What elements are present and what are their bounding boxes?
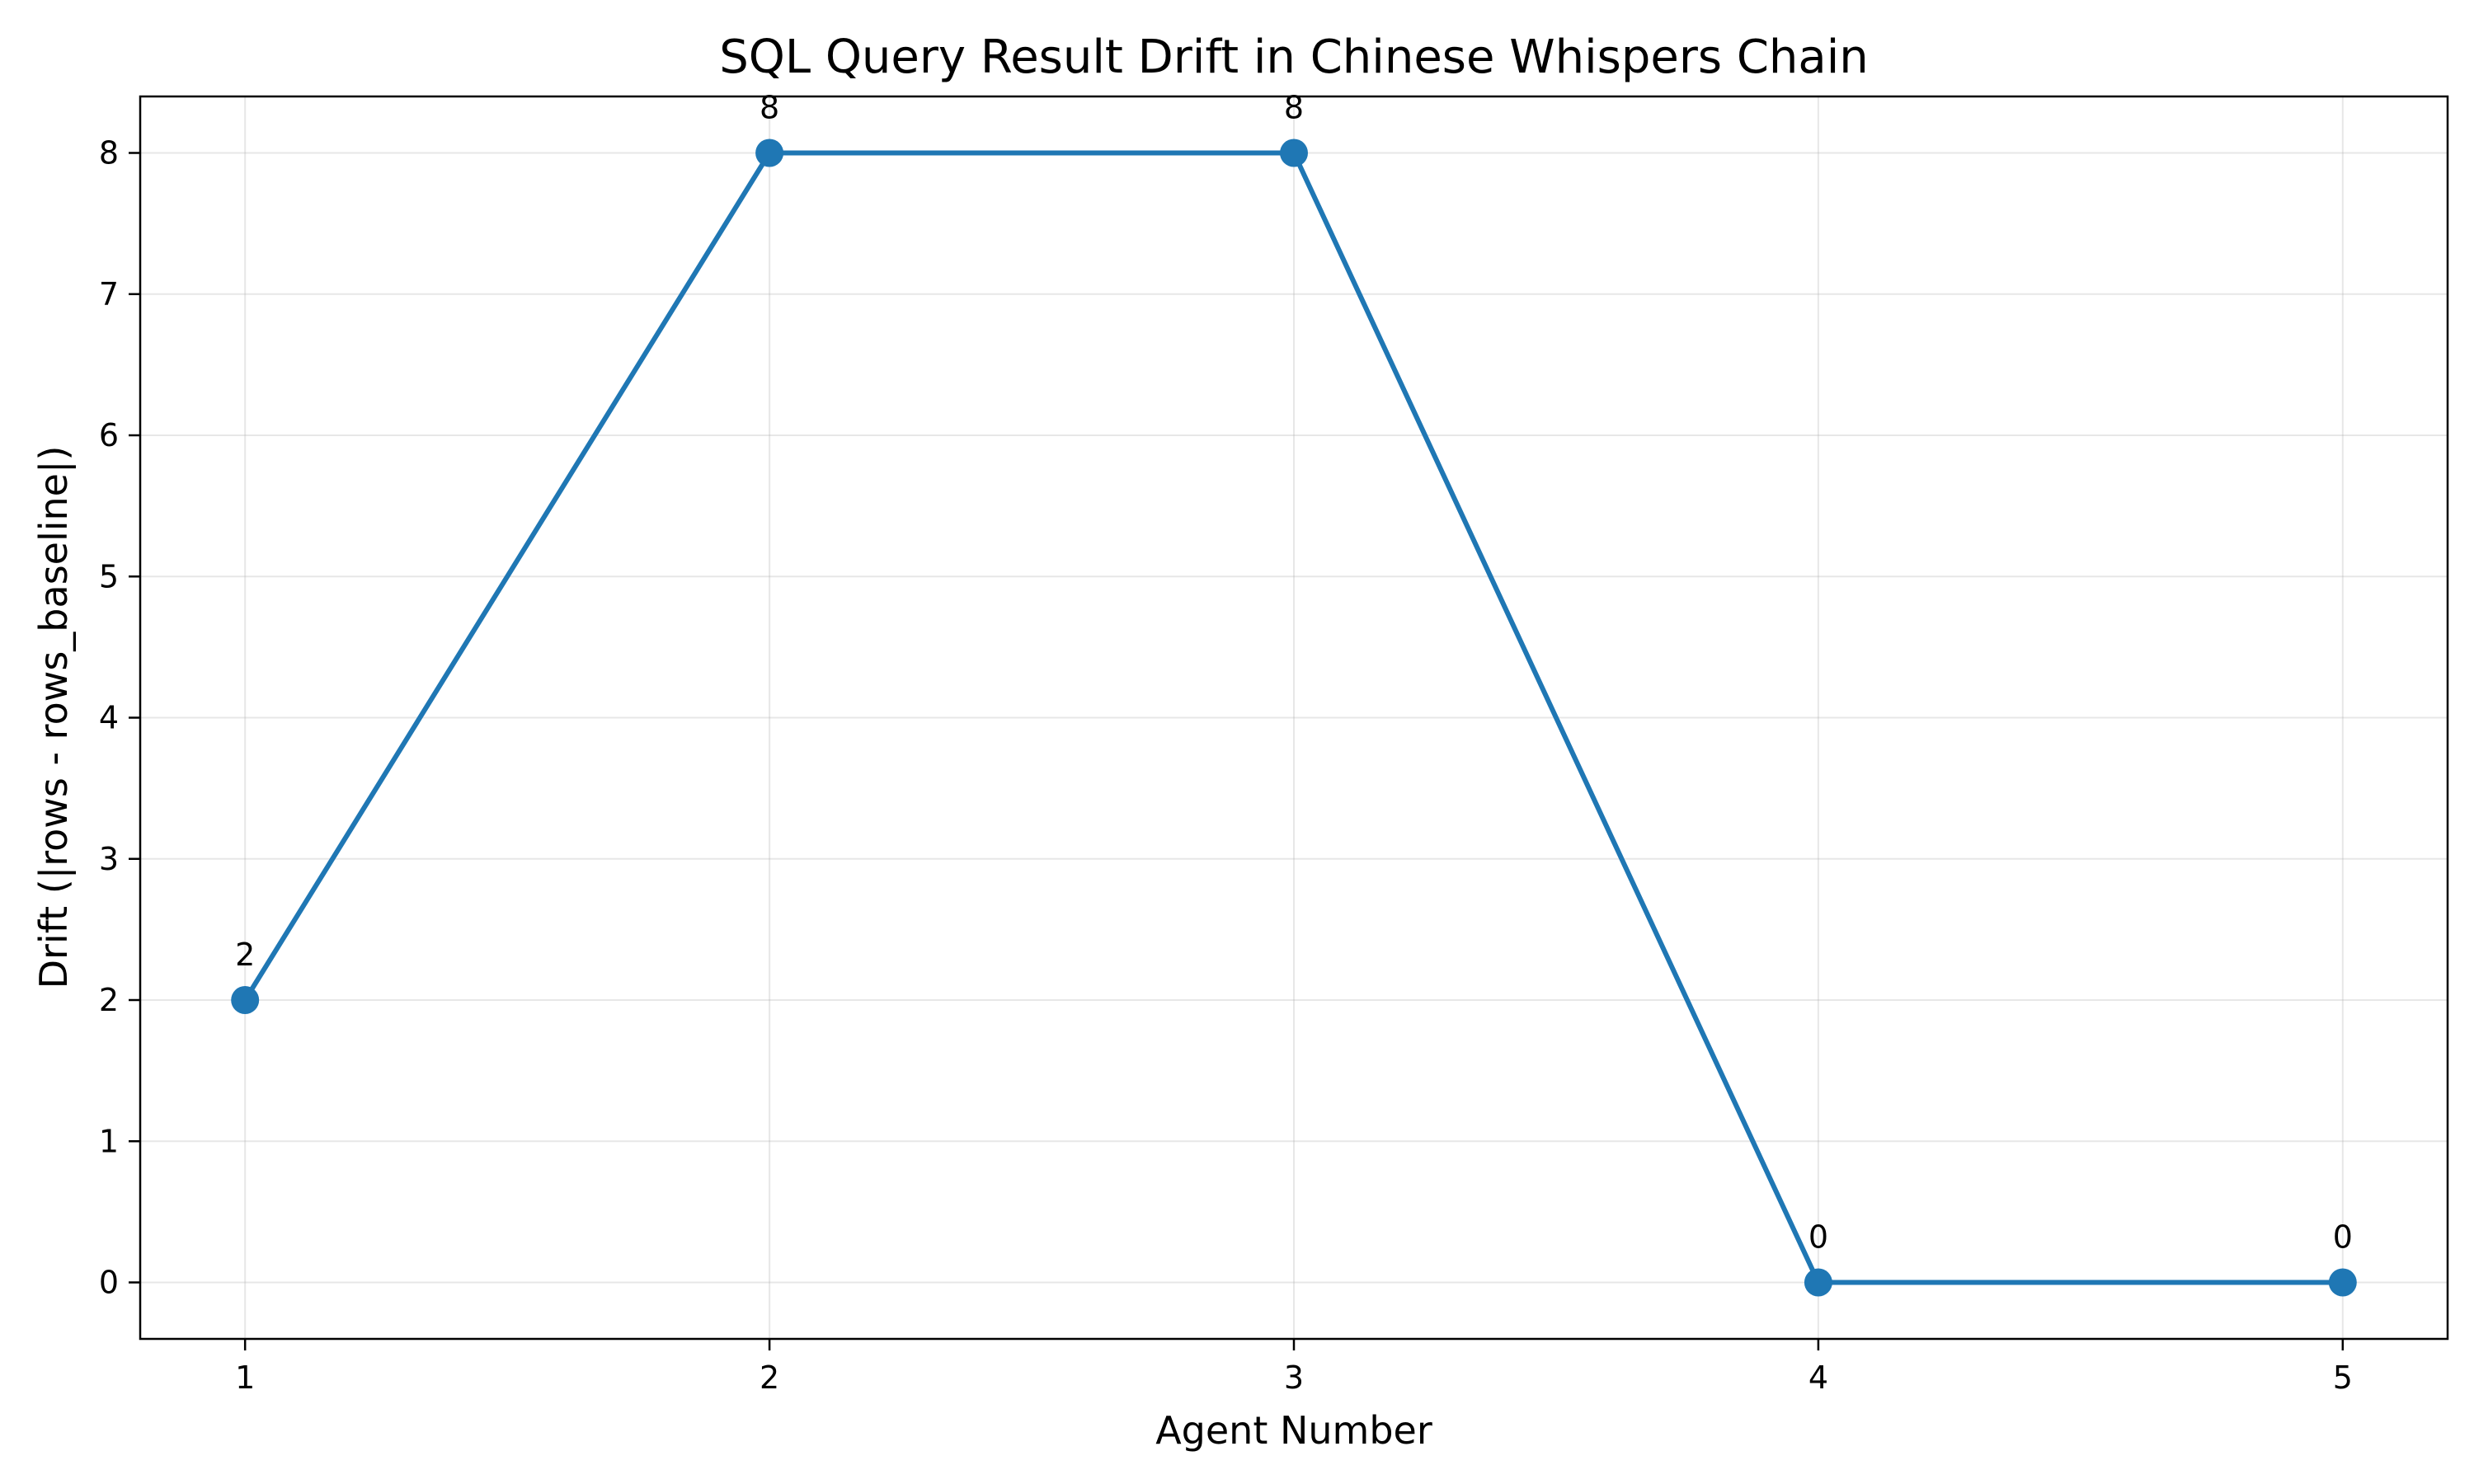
data-point <box>755 139 784 167</box>
y-tick-label: 5 <box>99 558 119 594</box>
grid-layer <box>140 96 2448 1339</box>
y-tick-label: 2 <box>99 982 119 1018</box>
x-tick-label: 4 <box>1808 1360 1828 1396</box>
data-label: 0 <box>2333 1219 2353 1256</box>
x-axis-label: Agent Number <box>1155 1408 1432 1453</box>
data-point <box>1804 1268 1832 1297</box>
y-tick-label: 6 <box>99 417 119 453</box>
data-label: 8 <box>1284 90 1304 126</box>
tick-layer: 1 2 3 4 5 0 1 2 3 4 5 6 7 8 <box>99 135 2353 1397</box>
y-tick-label: 7 <box>99 276 119 312</box>
data-label: 0 <box>1808 1219 1828 1256</box>
series-layer: 2 8 8 0 0 <box>231 90 2357 1297</box>
x-tick-label: 3 <box>1284 1360 1304 1396</box>
data-label: 8 <box>760 90 779 126</box>
data-point <box>231 986 260 1014</box>
y-tick-label: 4 <box>99 700 119 736</box>
data-point <box>1280 139 1308 167</box>
y-tick-label: 1 <box>99 1123 119 1159</box>
x-tick-label: 5 <box>2333 1360 2353 1396</box>
y-tick-label: 3 <box>99 841 119 877</box>
x-tick-label: 1 <box>235 1360 255 1396</box>
y-tick-label: 0 <box>99 1265 119 1301</box>
data-point <box>2328 1268 2357 1297</box>
x-tick-label: 2 <box>760 1360 779 1396</box>
chart-title: SQL Query Result Drift in Chinese Whispe… <box>719 31 1869 84</box>
y-tick-label: 8 <box>99 135 119 171</box>
data-label: 2 <box>235 937 255 973</box>
y-axis-label: Drift (|rows - rows_baseline|) <box>31 446 77 989</box>
